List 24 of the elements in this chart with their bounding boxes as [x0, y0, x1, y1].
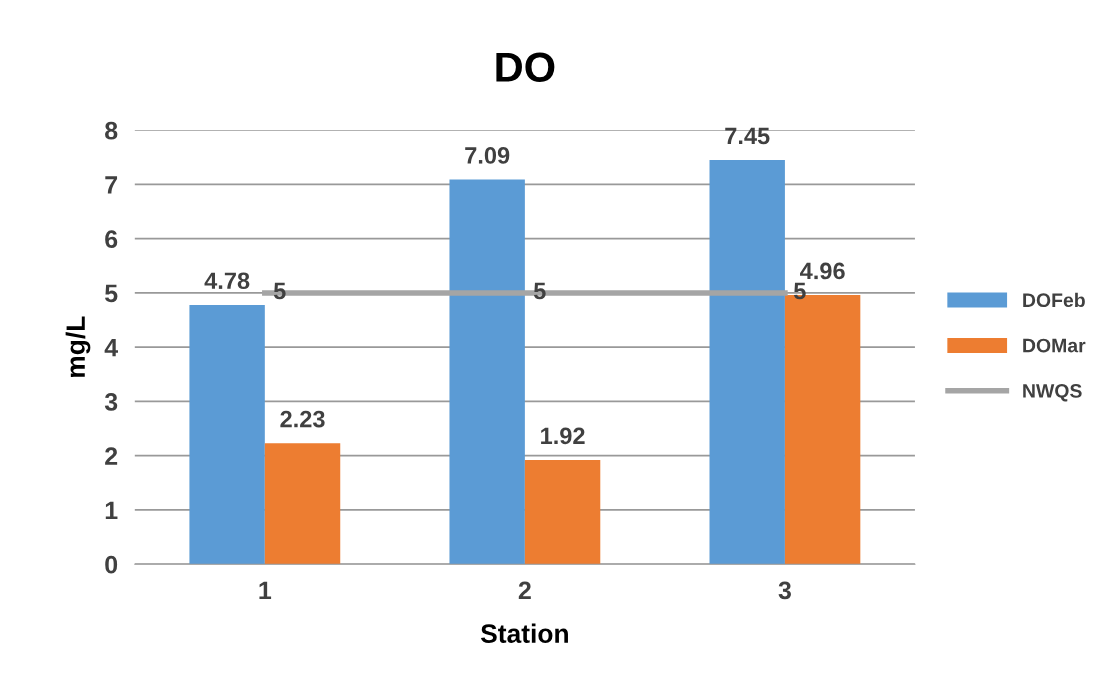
data-label: 4.96: [800, 262, 845, 280]
y-tick-label: 4: [104, 339, 119, 357]
y-tick-label: 8: [105, 121, 118, 140]
y-tick-label: 0: [105, 555, 118, 574]
chart-title: DO: [496, 52, 555, 82]
data-label: 1.92: [541, 427, 585, 445]
x-axis-title: Station: [480, 623, 568, 643]
x-tick-label: 1: [259, 581, 272, 599]
data-label: 7.09: [465, 147, 510, 164]
y-tick-label: 1: [105, 501, 118, 520]
data-label: 7.45: [725, 127, 770, 145]
y-tick-label: 5: [105, 284, 118, 303]
y-axis-title: mg/L: [65, 316, 91, 377]
data-label: 2.23: [280, 410, 325, 428]
legend-label: NWQS: [1023, 384, 1082, 402]
y-tick-label: 7: [105, 176, 118, 194]
y-tick-label: 2: [105, 447, 118, 465]
legend-label: DOMar: [1023, 338, 1086, 353]
x-tick-label: 2: [518, 581, 531, 599]
y-tick-label: 6: [105, 230, 118, 248]
y-tick-label: 3: [104, 393, 118, 411]
legend-label: DOFeb: [1023, 292, 1085, 308]
x-tick-label: 3: [778, 581, 791, 600]
data-label: 4.78: [204, 272, 250, 290]
